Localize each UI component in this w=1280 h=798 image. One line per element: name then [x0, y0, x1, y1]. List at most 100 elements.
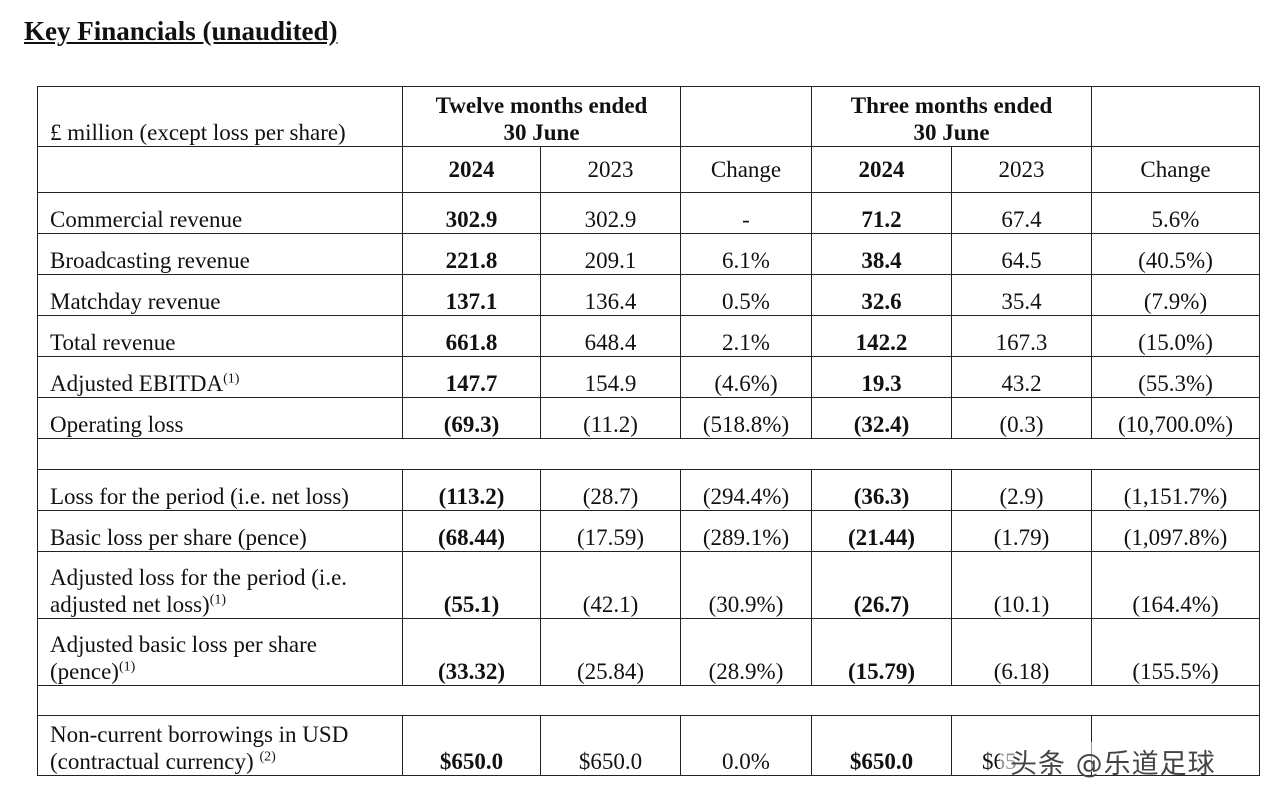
change-header-twelve: Change	[680, 146, 813, 193]
table-row: Matchday revenue 137.1 136.4 0.5% 32.6 3…	[37, 274, 1261, 316]
cell: 302.9	[539, 192, 682, 234]
cell: (10.1)	[951, 551, 1093, 619]
year-2023-twelve: 2023	[539, 146, 682, 193]
cell: 147.7	[402, 356, 541, 398]
row-label-line1: Adjusted loss for the period (i.e.	[50, 565, 348, 590]
cell: 19.3	[811, 356, 953, 398]
unit-label: £ million (except loss per share)	[37, 86, 403, 147]
cell: 6.1%	[680, 233, 813, 275]
row-label: Matchday revenue	[37, 274, 403, 316]
row-label-line1: Non-current borrowings in USD	[50, 722, 349, 747]
cell: (294.4%)	[680, 469, 813, 511]
table-row: Commercial revenue 302.9 302.9 - 71.2 67…	[37, 192, 1261, 234]
cell: (32.4)	[811, 397, 953, 439]
cell: (28.7)	[539, 469, 682, 511]
cell: 154.9	[539, 356, 682, 398]
cell: $650.0	[539, 715, 682, 776]
cell: 209.1	[539, 233, 682, 275]
three-months-header: Three months ended 30 June	[811, 86, 1093, 147]
cell: 67.4	[951, 192, 1093, 234]
table-row: Basic loss per share (pence) (68.44) (17…	[37, 510, 1261, 552]
cell: (1,097.8%)	[1091, 510, 1261, 552]
cell: (6.18)	[951, 618, 1093, 686]
watermark-backdrop	[1000, 742, 1255, 772]
cell: 0.0%	[680, 715, 813, 776]
cell: (26.7)	[811, 551, 953, 619]
blank-header-cell	[680, 86, 813, 147]
page-title: Key Financials (unaudited)	[24, 16, 338, 46]
cell: (2.9)	[951, 469, 1093, 511]
cell: $650.0	[811, 715, 953, 776]
cell: (42.1)	[539, 551, 682, 619]
cell: 43.2	[951, 356, 1093, 398]
cell: 71.2	[811, 192, 953, 234]
blank-header-cell	[1091, 86, 1261, 147]
spacer-row	[36, 685, 1261, 716]
row-label: Adjusted loss for the period (i.e. adjus…	[37, 551, 403, 619]
row-label-line2: (pence)	[50, 659, 119, 684]
table-row: Total revenue 661.8 648.4 2.1% 142.2 167…	[37, 315, 1261, 357]
cell: 302.9	[402, 192, 541, 234]
three-months-line1: Three months ended	[850, 93, 1053, 118]
row-label-line2: adjusted net loss)	[50, 592, 210, 617]
cell: (55.3%)	[1091, 356, 1261, 398]
key-financials-table: £ million (except loss per share) Twelve…	[36, 86, 1261, 776]
twelve-months-header: Twelve months ended 30 June	[401, 86, 682, 147]
row-label-line1: Adjusted basic loss per share	[50, 632, 317, 657]
cell: (518.8%)	[680, 397, 813, 439]
cell: 142.2	[811, 315, 953, 357]
cell: (0.3)	[951, 397, 1093, 439]
row-label-line2: (contractual currency)	[50, 749, 260, 774]
cell: -	[680, 192, 813, 234]
cell: (10,700.0%)	[1091, 397, 1261, 439]
spacer-cell	[36, 685, 1261, 716]
spacer-cell	[36, 438, 1261, 470]
cell: 0.5%	[680, 274, 813, 316]
row-label: Adjusted basic loss per share (pence)(1)	[37, 618, 403, 686]
twelve-months-line1: Twelve months ended	[435, 93, 648, 118]
cell: (28.9%)	[680, 618, 813, 686]
table-row: Adjusted loss for the period (i.e. adjus…	[37, 551, 1261, 619]
row-label: Total revenue	[37, 315, 403, 357]
cell: 221.8	[402, 233, 541, 275]
change-header-three: Change	[1091, 146, 1261, 193]
blank-header-cell	[37, 146, 403, 193]
footnote-marker: (2)	[259, 749, 276, 765]
cell: (113.2)	[402, 469, 541, 511]
row-label: Basic loss per share (pence)	[37, 510, 403, 552]
cell: 35.4	[951, 274, 1093, 316]
year-2023-three: 2023	[951, 146, 1093, 193]
cell: (15.79)	[811, 618, 953, 686]
cell: 661.8	[402, 315, 541, 357]
row-label: Adjusted EBITDA(1)	[37, 356, 403, 398]
cell: (25.84)	[539, 618, 682, 686]
table-row: Broadcasting revenue 221.8 209.1 6.1% 38…	[37, 233, 1261, 275]
year-2024-three: 2024	[811, 146, 953, 193]
cell: 167.3	[951, 315, 1093, 357]
cell: 64.5	[951, 233, 1093, 275]
row-label: Commercial revenue	[37, 192, 403, 234]
three-months-line2: 30 June	[913, 120, 990, 145]
cell: (155.5%)	[1091, 618, 1261, 686]
cell: 137.1	[402, 274, 541, 316]
footnote-marker: (1)	[209, 592, 227, 608]
cell: 2.1%	[680, 315, 813, 357]
footnote-marker: (1)	[223, 371, 240, 387]
cell: $650.0	[402, 715, 541, 776]
cell: (69.3)	[402, 397, 541, 439]
footnote-marker: (1)	[118, 659, 136, 675]
cell: (36.3)	[811, 469, 953, 511]
cell: (1,151.7%)	[1091, 469, 1261, 511]
cell: (40.5%)	[1091, 233, 1261, 275]
cell: (289.1%)	[680, 510, 813, 552]
cell: (21.44)	[811, 510, 953, 552]
cell: (1.79)	[951, 510, 1093, 552]
row-label: Broadcasting revenue	[37, 233, 403, 275]
cell: (30.9%)	[680, 551, 813, 619]
table-row: Adjusted EBITDA(1) 147.7 154.9 (4.6%) 19…	[37, 356, 1261, 398]
cell: (33.32)	[402, 618, 541, 686]
cell: (4.6%)	[680, 356, 813, 398]
cell: 32.6	[811, 274, 953, 316]
year-2024-twelve: 2024	[402, 146, 541, 193]
cell: (15.0%)	[1091, 315, 1261, 357]
